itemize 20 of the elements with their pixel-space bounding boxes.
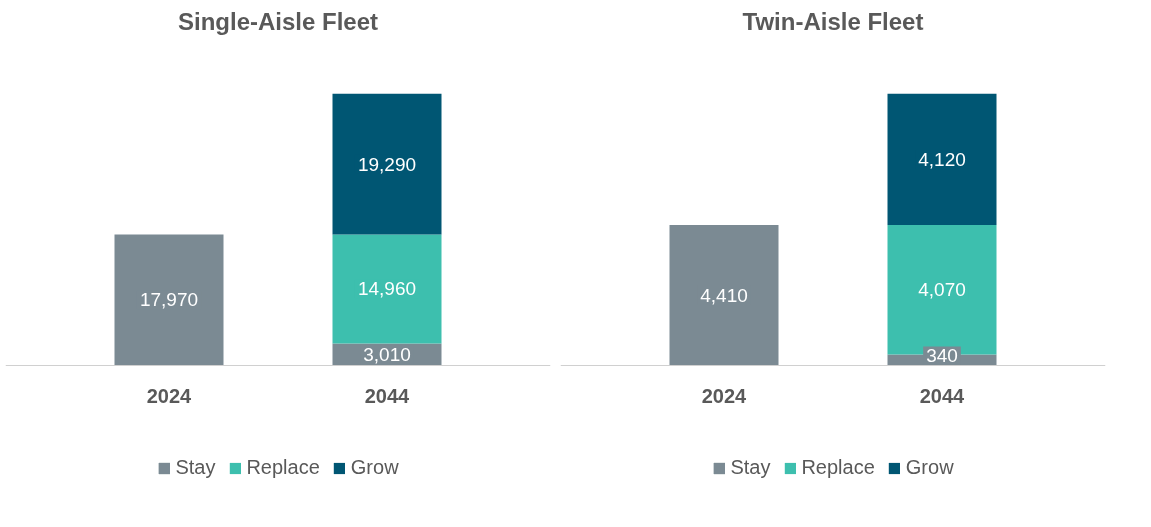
- legend-label: Grow: [350, 456, 399, 479]
- data-label: 4,410: [700, 284, 748, 306]
- x-tick-label: 2044: [919, 385, 966, 408]
- chart-title: Single-Aisle Fleet: [177, 7, 379, 35]
- legend-label: Replace: [246, 456, 320, 479]
- legend-label: Grow: [905, 456, 954, 479]
- x-tick-label: 2024: [146, 385, 193, 408]
- data-label: 3,010: [363, 343, 411, 365]
- data-label: 14,960: [357, 278, 417, 300]
- data-label: 17,970: [139, 289, 199, 311]
- chart-title: Twin-Aisle Fleet: [742, 7, 924, 35]
- legend-label: Replace: [801, 456, 875, 479]
- data-label: 19,290: [357, 153, 417, 175]
- x-tick-label: 2024: [701, 385, 748, 408]
- data-label: 4,070: [918, 279, 966, 301]
- x-tick-label: 2044: [364, 385, 411, 408]
- legend-label: Stay: [175, 456, 216, 479]
- data-label: 4,120: [918, 148, 966, 170]
- data-label: 340: [926, 345, 958, 367]
- legend-label: Stay: [730, 456, 771, 479]
